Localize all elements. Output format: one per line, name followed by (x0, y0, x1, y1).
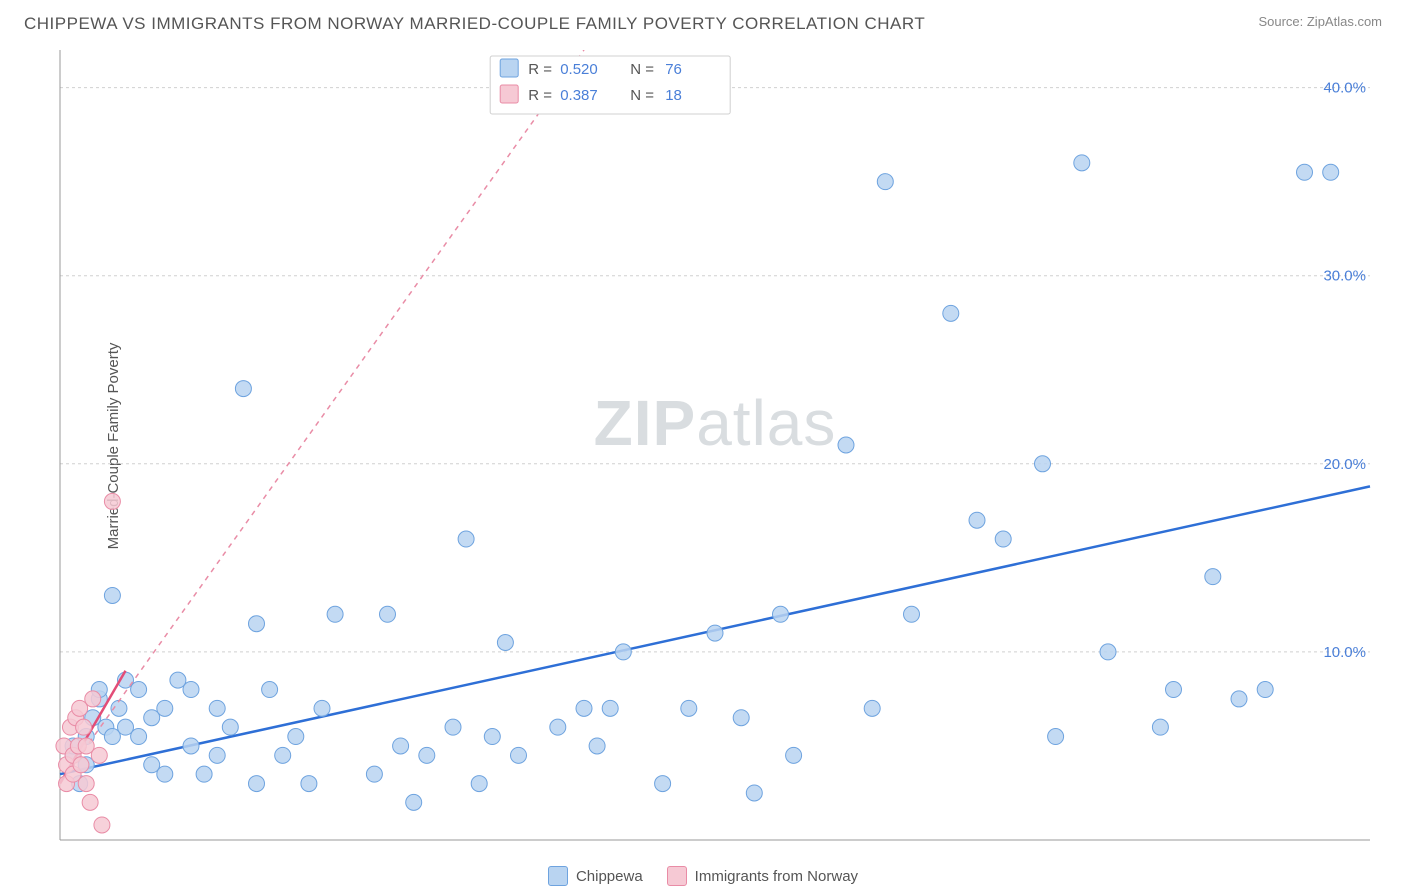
svg-text:N =: N = (630, 61, 654, 78)
svg-text:0.387: 0.387 (560, 87, 598, 104)
legend-label: Immigrants from Norway (695, 868, 858, 885)
svg-text:18: 18 (665, 87, 682, 104)
svg-text:R =: R = (528, 61, 552, 78)
svg-text:10.0%: 10.0% (1323, 644, 1366, 661)
svg-text:R =: R = (528, 87, 552, 104)
legend-item-chippewa: Chippewa (548, 866, 643, 886)
swatch-icon (667, 866, 687, 886)
legend-label: Chippewa (576, 868, 643, 885)
legend-item-norway: Immigrants from Norway (667, 866, 858, 886)
svg-text:30.0%: 30.0% (1323, 268, 1366, 285)
source-label: Source: ZipAtlas.com (1258, 14, 1382, 29)
chart-area: 10.0% 20.0% 30.0% 40.0% 0.0% 100.0% ZIPatlas R … (50, 50, 1384, 852)
svg-text:100.0%: 100.0% (1345, 847, 1384, 850)
svg-text:0.520: 0.520 (560, 61, 598, 78)
bottom-legend: Chippewa Immigrants from Norway (0, 866, 1406, 886)
scatter-chart: 10.0% 20.0% 30.0% 40.0% 0.0% 100.0% ZIPatlas R … (50, 50, 1384, 850)
svg-text:20.0%: 20.0% (1323, 456, 1366, 473)
svg-text:ZIPatlas: ZIPatlas (594, 387, 837, 459)
header: CHIPPEWA VS IMMIGRANTS FROM NORWAY MARRI… (0, 0, 1406, 42)
swatch-icon (548, 866, 568, 886)
svg-text:0.0%: 0.0% (50, 847, 77, 850)
svg-text:40.0%: 40.0% (1323, 80, 1366, 97)
svg-text:76: 76 (665, 61, 682, 78)
chart-title: CHIPPEWA VS IMMIGRANTS FROM NORWAY MARRI… (24, 14, 925, 34)
svg-text:N =: N = (630, 87, 654, 104)
